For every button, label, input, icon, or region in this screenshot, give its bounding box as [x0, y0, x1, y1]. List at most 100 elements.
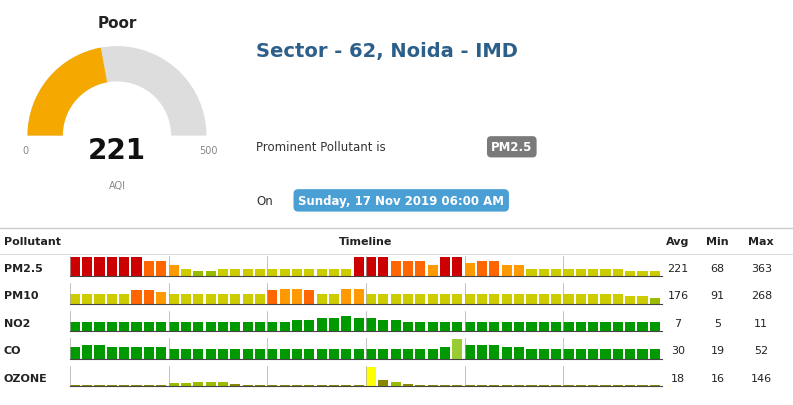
Bar	[465, 294, 475, 304]
Bar	[280, 322, 289, 332]
Bar	[563, 349, 573, 359]
Bar	[70, 322, 80, 332]
Bar	[218, 269, 228, 277]
Bar	[613, 349, 623, 359]
Bar	[119, 322, 129, 332]
Bar	[82, 294, 92, 304]
Text: Prominent Pollutant is: Prominent Pollutant is	[256, 141, 386, 154]
Bar	[551, 294, 561, 304]
Bar	[82, 257, 92, 277]
Bar	[403, 322, 413, 332]
Text: Max: Max	[749, 237, 774, 247]
Bar	[625, 296, 635, 304]
Bar	[588, 322, 598, 332]
Text: 91: 91	[711, 290, 725, 301]
Bar	[514, 294, 524, 304]
Bar	[144, 261, 154, 277]
Bar	[205, 271, 216, 277]
Bar	[514, 322, 524, 332]
Bar	[107, 294, 117, 304]
Bar	[440, 347, 450, 359]
Bar	[292, 269, 302, 277]
Bar	[502, 347, 511, 359]
Bar	[366, 367, 376, 386]
Bar	[613, 269, 623, 277]
Bar	[514, 347, 524, 359]
Bar	[94, 294, 105, 304]
Bar	[600, 294, 611, 304]
Text: Avg: Avg	[666, 237, 690, 247]
Bar	[168, 294, 178, 304]
Bar	[452, 322, 462, 332]
Text: 68: 68	[711, 263, 725, 273]
Text: 500: 500	[200, 145, 218, 156]
Bar	[403, 261, 413, 277]
Bar	[329, 294, 339, 304]
Text: 18: 18	[671, 373, 685, 383]
Bar	[527, 349, 537, 359]
Bar	[477, 261, 487, 277]
Bar	[440, 257, 450, 277]
Bar	[292, 290, 302, 304]
Bar	[638, 296, 648, 304]
Bar	[354, 290, 364, 304]
Bar	[280, 269, 289, 277]
Bar	[527, 294, 537, 304]
Bar	[305, 290, 314, 304]
Bar	[588, 269, 598, 277]
Bar	[218, 322, 228, 332]
Bar	[156, 292, 167, 304]
Bar	[70, 257, 80, 277]
Text: 221: 221	[668, 263, 688, 273]
Bar	[416, 322, 426, 332]
Bar	[538, 269, 549, 277]
Bar	[255, 269, 265, 277]
Text: 268: 268	[751, 290, 772, 301]
Bar	[156, 322, 167, 332]
Text: Sector - 62, Noida - IMD: Sector - 62, Noida - IMD	[256, 42, 518, 60]
Bar	[132, 322, 142, 332]
Bar	[440, 322, 450, 332]
Bar	[416, 261, 426, 277]
Bar	[477, 345, 487, 359]
Bar	[403, 294, 413, 304]
Bar	[477, 322, 487, 332]
Bar	[316, 269, 327, 277]
Bar	[181, 294, 191, 304]
Bar	[255, 349, 265, 359]
Bar	[649, 349, 660, 359]
Bar	[205, 382, 216, 386]
Bar	[649, 298, 660, 304]
Bar	[218, 382, 228, 386]
Bar	[465, 263, 475, 277]
Bar	[255, 322, 265, 332]
Text: 7: 7	[675, 318, 681, 328]
Bar	[107, 257, 117, 277]
Bar	[538, 294, 549, 304]
Bar	[156, 261, 167, 277]
Bar	[378, 294, 389, 304]
Bar	[625, 271, 635, 277]
Bar	[181, 349, 191, 359]
Bar	[502, 265, 511, 277]
Wedge shape	[28, 47, 206, 136]
Bar	[218, 294, 228, 304]
Bar	[625, 349, 635, 359]
Bar	[600, 322, 611, 332]
Bar	[452, 257, 462, 277]
Bar	[243, 349, 253, 359]
Bar	[341, 349, 351, 359]
Bar	[329, 318, 339, 332]
Bar	[305, 349, 314, 359]
Bar	[427, 349, 438, 359]
Bar	[354, 318, 364, 332]
Bar	[107, 322, 117, 332]
Bar	[205, 349, 216, 359]
Bar	[576, 349, 586, 359]
Bar	[267, 269, 278, 277]
Text: On: On	[256, 194, 273, 207]
Bar	[588, 349, 598, 359]
Text: PM10: PM10	[4, 290, 39, 301]
Bar	[465, 345, 475, 359]
Bar	[366, 257, 376, 277]
